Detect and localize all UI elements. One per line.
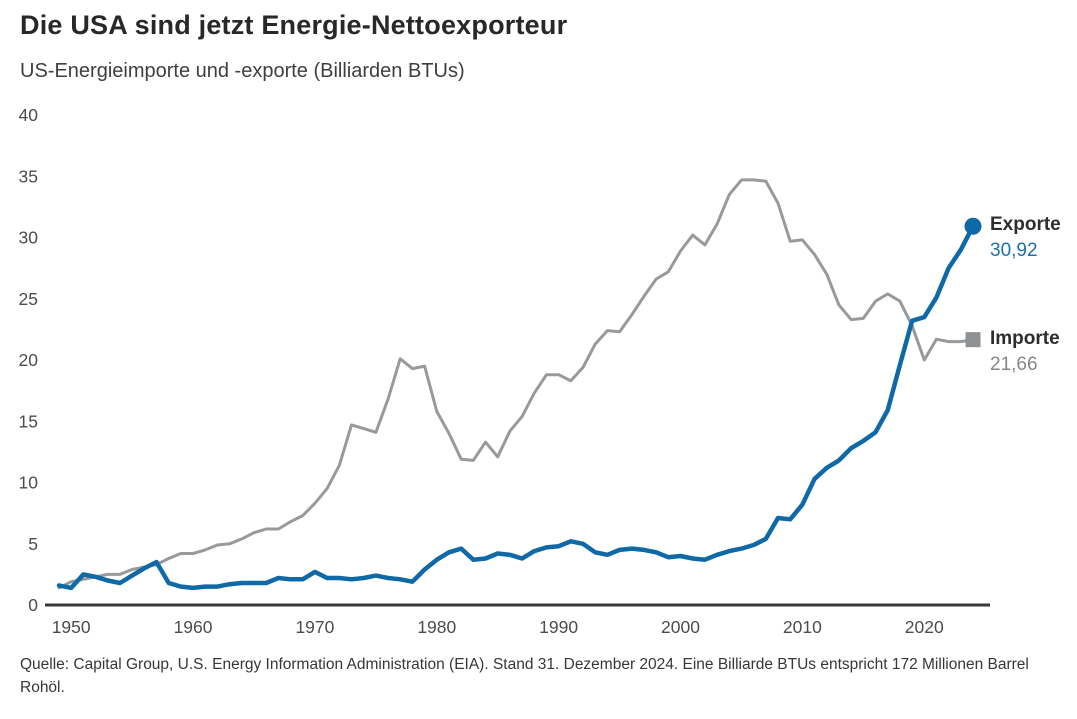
legend-exporte-label: Exporte: [990, 214, 1061, 235]
legend-exporte-value: 30,92: [990, 240, 1038, 261]
legend-importe-value: 21,66: [990, 354, 1038, 375]
y-axis-tick-label: 30: [19, 228, 39, 248]
exports-end-circle-icon: [964, 217, 982, 235]
legend-exporte: Exporte 30,92: [990, 212, 1061, 264]
imports-end-square-icon: [965, 332, 981, 348]
x-axis-tick-label: 1990: [539, 617, 578, 637]
x-axis-tick-label: 2010: [783, 617, 822, 637]
y-axis-tick-label: 40: [19, 105, 39, 125]
y-axis-tick-label: 5: [28, 534, 38, 554]
y-axis-tick-label: 25: [19, 289, 38, 309]
x-axis-tick-label: 1970: [295, 617, 334, 637]
y-axis-tick-label: 20: [19, 350, 39, 370]
y-axis-tick-label: 10: [19, 473, 39, 493]
y-axis-tick-label: 15: [19, 411, 38, 431]
exports-line: [56, 223, 976, 591]
chart-subtitle: US-Energieimporte und -exporte (Billiard…: [20, 60, 465, 82]
x-axis-tick-label: 2020: [905, 617, 944, 637]
imports-line: [57, 178, 975, 590]
legend-importe-label: Importe: [990, 328, 1060, 349]
source-note: Quelle: Capital Group, U.S. Energy Infor…: [20, 656, 1029, 697]
chart-title: Die USA sind jetzt Energie-Nettoexporteu…: [20, 10, 568, 40]
x-axis-tick-label: 1950: [52, 617, 91, 637]
x-axis-tick-label: 1980: [417, 617, 456, 637]
x-axis-tick-label: 2000: [661, 617, 700, 637]
legend-importe: Importe 21,66: [990, 326, 1060, 378]
x-axis-tick-label: 1960: [174, 617, 213, 637]
y-axis-tick-label: 35: [19, 166, 38, 186]
y-axis-tick-label: 0: [28, 595, 38, 615]
